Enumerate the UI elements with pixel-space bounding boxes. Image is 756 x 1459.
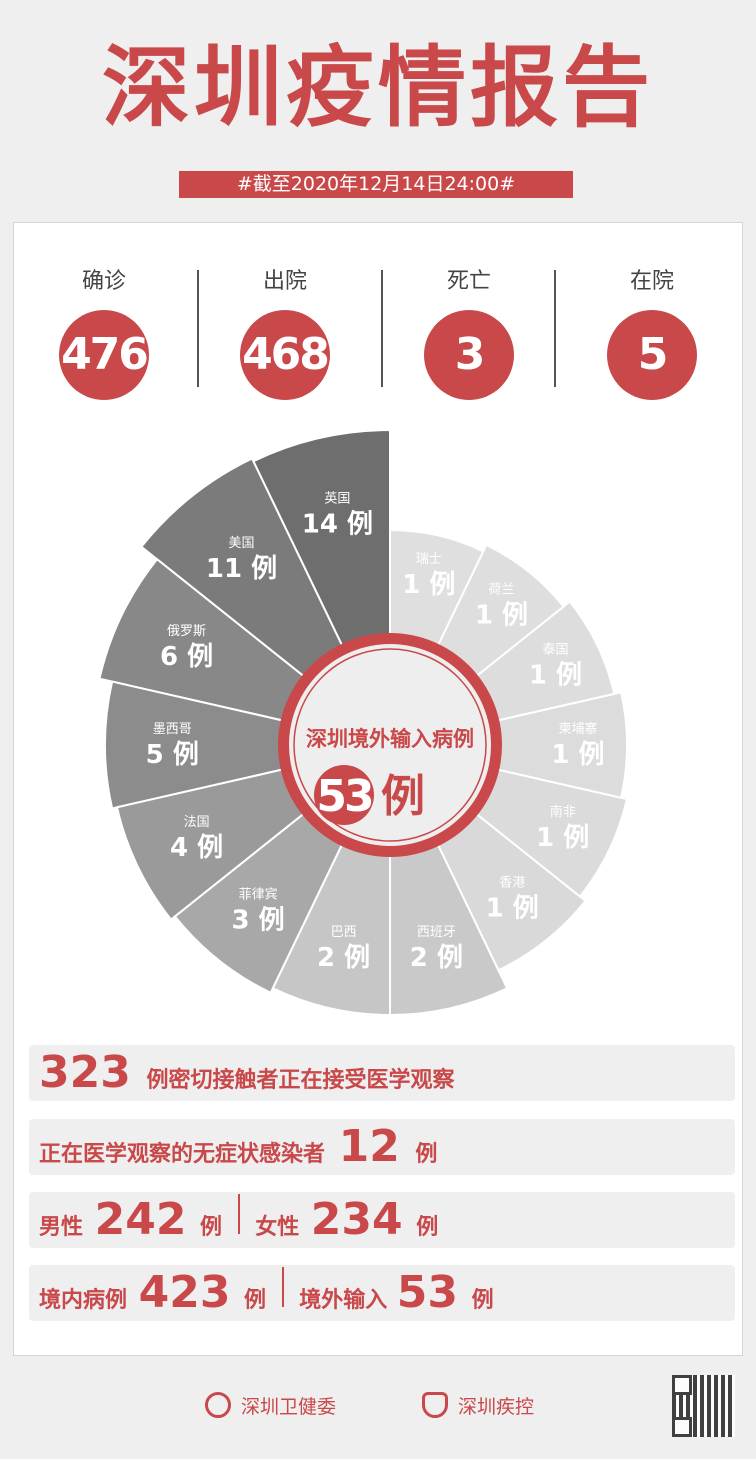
row-asymptomatic: 正在医学观察的无症状感染者 12 例 (29, 1119, 735, 1175)
date-banner: #截至2020年12月14日24:00# (179, 171, 573, 198)
stat-confirmed: 确诊 476 (44, 262, 164, 400)
local-unit: 例 (244, 1288, 267, 1313)
footer-org-cdc: 深圳疾控 (422, 1390, 534, 1420)
slice-value: 1 例 (486, 893, 539, 923)
female-label: 女性 (255, 1215, 300, 1240)
asymptomatic-value: 12 (338, 1121, 400, 1172)
divider (237, 1194, 240, 1234)
row-origin: 境内病例 423 例 境外输入 53 例 (29, 1265, 735, 1321)
center-title: 深圳境外输入病例 (306, 727, 474, 751)
stat-label: 在院 (629, 269, 674, 294)
slice-label: 荷兰 (488, 582, 514, 597)
local-value: 423 (138, 1267, 231, 1318)
slice-value: 1 例 (475, 600, 528, 630)
female-value: 234 (310, 1194, 403, 1245)
page-title: 深圳疫情报告 (101, 36, 654, 139)
import-unit: 例 (471, 1288, 494, 1313)
slice-value: 1 例 (536, 823, 589, 853)
org1-name: 深圳卫健委 (241, 1395, 337, 1418)
slice-value: 5 例 (146, 740, 199, 770)
slice-label: 巴西 (331, 925, 357, 940)
slice-label: 俄罗斯 (167, 624, 206, 639)
slice-label: 墨西哥 (153, 722, 192, 737)
slice-label: 美国 (228, 536, 254, 551)
slice-label: 英国 (324, 492, 350, 507)
stat-value: 476 (59, 310, 149, 400)
import-label: 境外输入 (299, 1288, 388, 1313)
female-unit: 例 (416, 1215, 439, 1240)
divider (554, 270, 556, 387)
center-inner-line (293, 648, 487, 842)
slice-label: 瑞士 (416, 552, 442, 567)
row-close-contacts: 323 例密切接触者正在接受医学观察 (29, 1045, 735, 1101)
male-value: 242 (94, 1194, 187, 1245)
slice-label: 法国 (184, 815, 210, 830)
stat-value: 468 (240, 310, 330, 400)
slice-value: 1 例 (551, 740, 604, 770)
slice-value: 6 例 (160, 642, 213, 672)
center-value-circle (314, 765, 374, 825)
stat-label: 出院 (262, 269, 307, 294)
asymptomatic-unit: 例 (415, 1142, 438, 1167)
slice-label: 南非 (550, 804, 576, 820)
stat-deaths: 死亡 3 (409, 262, 529, 400)
org2-name: 深圳疾控 (458, 1395, 535, 1418)
footer-org-health-commission: 深圳卫健委 (205, 1390, 336, 1420)
divider (281, 1267, 284, 1307)
divider (381, 270, 383, 387)
slice-label: 泰国 (542, 642, 568, 657)
import-value: 53 (396, 1267, 459, 1318)
qr-code-icon (672, 1375, 735, 1437)
center-value: 53 (316, 771, 372, 822)
slice-label: 菲律宾 (239, 886, 278, 902)
slice-value: 4 例 (170, 833, 223, 863)
stat-discharged: 出院 468 (225, 262, 345, 400)
slice-value: 1 例 (402, 570, 455, 600)
cdc-logo-icon (422, 1392, 448, 1418)
local-label: 境内病例 (39, 1288, 128, 1313)
male-label: 男性 (39, 1215, 84, 1240)
row-gender: 男性 242 例 女性 234 例 (29, 1192, 735, 1248)
center-unit: 例 (381, 771, 425, 822)
stat-value: 5 (607, 310, 697, 400)
slice-label: 柬埔寨 (558, 721, 597, 737)
contacts-text: 例密切接触者正在接受医学观察 (146, 1068, 455, 1093)
slice-value: 2 例 (317, 943, 370, 973)
divider (197, 270, 199, 387)
slice-value: 14 例 (302, 510, 373, 540)
stat-value: 3 (424, 310, 514, 400)
stat-label: 确诊 (81, 269, 126, 294)
slice-value: 2 例 (410, 943, 463, 973)
health-commission-logo-icon (205, 1392, 231, 1418)
slice-value: 11 例 (206, 554, 277, 584)
contacts-value: 323 (39, 1047, 131, 1098)
male-unit: 例 (200, 1215, 223, 1240)
slice-label: 西班牙 (417, 925, 456, 940)
asymptomatic-text: 正在医学观察的无症状感染者 (39, 1142, 326, 1167)
slice-label: 香港 (499, 875, 525, 890)
slice-value: 3 例 (232, 905, 285, 935)
slice-value: 1 例 (529, 660, 582, 690)
stat-hospitalized: 在院 5 (592, 262, 712, 400)
stat-label: 死亡 (446, 269, 491, 294)
